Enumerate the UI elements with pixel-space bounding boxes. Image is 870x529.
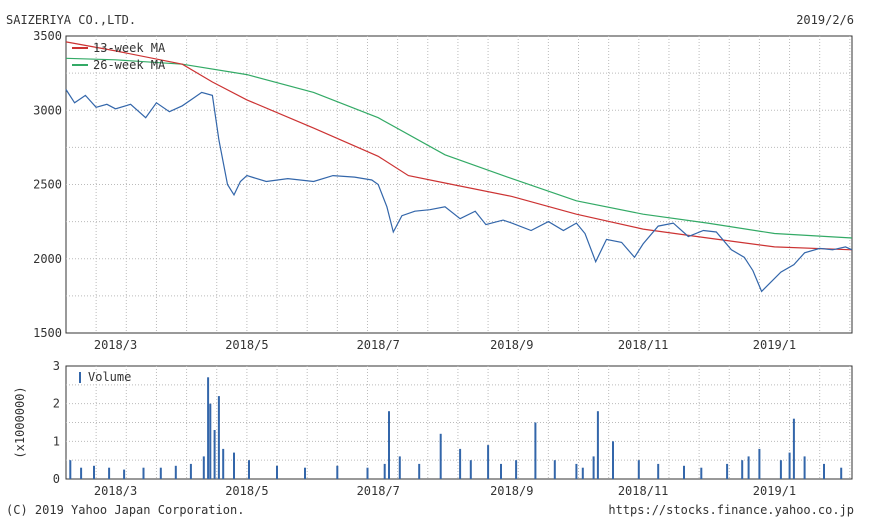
volume-bar bbox=[779, 460, 782, 479]
x-tick-label: 2019/1 bbox=[753, 484, 796, 498]
volume-axis-label: (x1000000) bbox=[13, 386, 27, 458]
price-axis: 1500 2000 2500 3000 3500 2018/3 2018/5 2018/7 20… bbox=[33, 29, 796, 352]
y-tick-label: 3000 bbox=[33, 103, 62, 117]
x-tick-label: 2018/7 bbox=[357, 338, 400, 352]
source-url[interactable]: https://stocks.finance.yahoo.co.jp bbox=[608, 503, 854, 517]
y-tick-label: 3500 bbox=[33, 29, 62, 43]
volume-bar bbox=[469, 460, 472, 479]
volume-bar bbox=[803, 456, 806, 479]
volume-bar bbox=[581, 467, 584, 479]
volume-bar bbox=[189, 463, 192, 479]
x-tick-label: 2018/5 bbox=[225, 338, 268, 352]
volume-bar bbox=[637, 460, 640, 479]
x-tick-label: 2018/3 bbox=[94, 484, 137, 498]
volume-bar bbox=[726, 463, 729, 479]
volume-bar bbox=[69, 460, 72, 479]
price-line bbox=[65, 89, 853, 293]
volume-bar bbox=[398, 456, 401, 479]
volume-bar bbox=[366, 467, 369, 479]
volume-bar bbox=[233, 452, 235, 479]
volume-bar bbox=[439, 433, 442, 479]
volume-legend: Volume bbox=[79, 370, 131, 384]
legend-label: Volume bbox=[88, 370, 131, 384]
volume-bar bbox=[700, 467, 703, 479]
y-tick-label: 2000 bbox=[33, 252, 62, 266]
price-grid bbox=[66, 36, 852, 333]
x-tick-label: 2018/5 bbox=[225, 484, 268, 498]
x-tick-label: 2019/1 bbox=[753, 338, 796, 352]
legend-label: 13-week MA bbox=[93, 41, 166, 55]
x-tick-label: 2018/11 bbox=[618, 338, 669, 352]
volume-bar bbox=[823, 463, 825, 479]
volume-bar bbox=[222, 448, 225, 479]
x-tick-label: 2018/9 bbox=[490, 484, 533, 498]
volume-bar bbox=[575, 463, 578, 479]
volume-bar bbox=[304, 467, 306, 479]
volume-bar bbox=[383, 463, 386, 479]
volume-bar bbox=[159, 467, 162, 479]
volume-bar bbox=[248, 460, 250, 479]
volume-bar bbox=[747, 456, 750, 479]
y-tick-label: 2500 bbox=[33, 178, 62, 192]
volume-bar bbox=[388, 411, 390, 479]
x-tick-label: 2018/3 bbox=[94, 338, 137, 352]
y-tick-label: 1500 bbox=[33, 326, 62, 340]
volume-axis: 2018/3 2018/5 2018/7 2018/9 2018/11 2019/1 0 1 2… bbox=[13, 359, 796, 498]
volume-bar bbox=[80, 467, 83, 479]
volume-bar bbox=[500, 463, 502, 479]
volume-bar bbox=[123, 469, 126, 479]
volume-bar bbox=[336, 465, 339, 479]
volume-bar bbox=[840, 467, 843, 479]
volume-bar bbox=[612, 441, 614, 479]
volume-bar bbox=[217, 396, 220, 479]
volume-bar bbox=[213, 430, 216, 479]
volume-bar bbox=[174, 465, 177, 479]
volume-bar bbox=[657, 463, 660, 479]
price-series bbox=[65, 41, 853, 293]
volume-bar bbox=[683, 465, 685, 479]
volume-bar bbox=[142, 467, 145, 479]
y-tick-label: 3 bbox=[53, 359, 60, 373]
copyright-text: (C) 2019 Yahoo Japan Corporation. bbox=[6, 503, 245, 517]
volume-bar bbox=[534, 422, 537, 479]
y-tick-label: 1 bbox=[53, 434, 60, 448]
volume-grid bbox=[66, 366, 852, 479]
volume-bars bbox=[69, 377, 843, 479]
chart-date: 2019/2/6 bbox=[796, 13, 854, 27]
company-name: SAIZERIYA CO.,LTD. bbox=[6, 13, 137, 27]
volume-bar bbox=[418, 463, 421, 479]
y-tick-label: 0 bbox=[53, 472, 60, 486]
volume-bar bbox=[487, 445, 490, 479]
volume-bar bbox=[741, 460, 744, 479]
volume-bar bbox=[209, 403, 212, 479]
volume-bar bbox=[592, 456, 595, 479]
volume-bar bbox=[515, 460, 518, 479]
price-legend: 13-week MA 26-week MA bbox=[72, 41, 166, 72]
x-tick-label: 2018/7 bbox=[357, 484, 400, 498]
y-tick-label: 2 bbox=[53, 397, 60, 411]
volume-bar bbox=[276, 465, 278, 479]
legend-label: 26-week MA bbox=[93, 58, 166, 72]
volume-bar bbox=[596, 411, 599, 479]
volume-bar bbox=[792, 418, 795, 479]
volume-bar bbox=[758, 448, 761, 479]
volume-bar bbox=[459, 448, 462, 479]
volume-bar bbox=[108, 467, 111, 479]
volume-bar bbox=[553, 460, 556, 479]
volume-bar bbox=[202, 456, 205, 479]
volume-bar bbox=[93, 465, 95, 479]
x-tick-label: 2018/11 bbox=[618, 484, 669, 498]
x-tick-label: 2018/9 bbox=[490, 338, 533, 352]
volume-bar bbox=[207, 377, 210, 479]
volume-bar bbox=[788, 452, 791, 479]
